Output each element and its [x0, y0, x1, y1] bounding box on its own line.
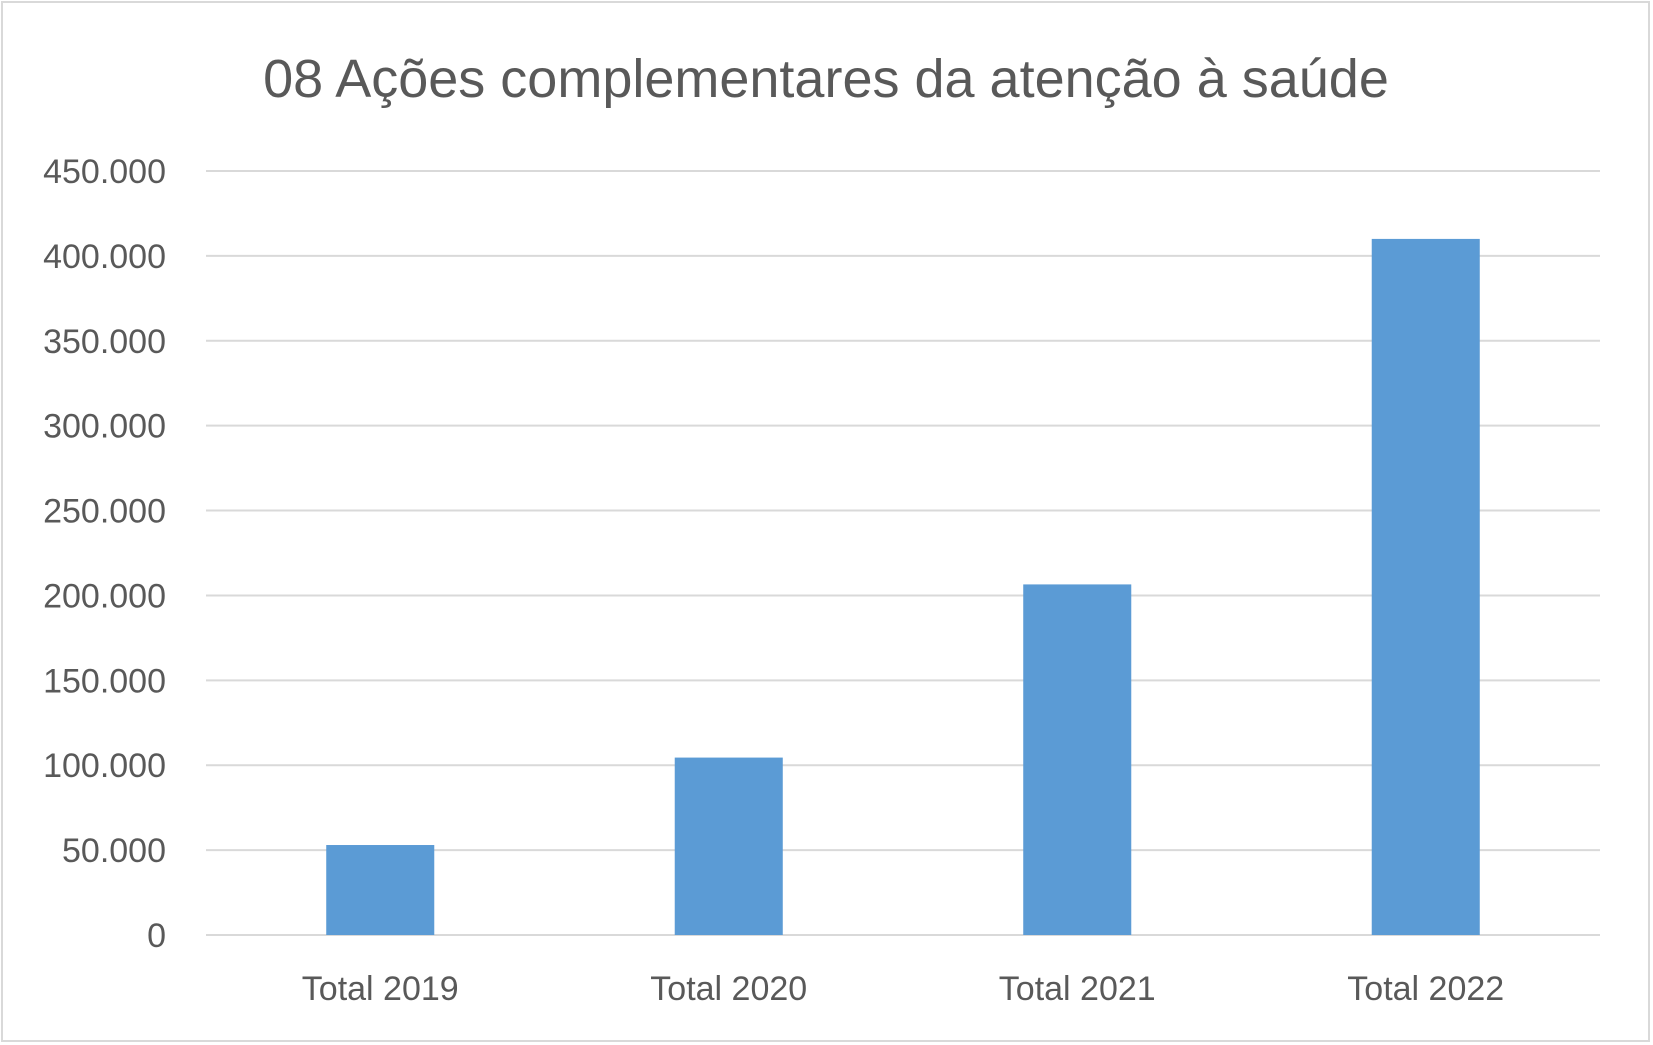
x-tick-label: Total 2022	[1347, 970, 1504, 1008]
bars	[326, 238, 1480, 935]
bar-total-2022	[1371, 238, 1480, 935]
x-tick-label: Total 2021	[999, 970, 1156, 1008]
y-tick-label: 0	[147, 917, 166, 955]
y-tick-label: 100.000	[43, 747, 166, 785]
y-tick-label: 350.000	[43, 323, 166, 361]
bar-total-2021	[1023, 584, 1132, 935]
y-tick-label: 400.000	[43, 238, 166, 276]
x-tick-label: Total 2019	[302, 970, 459, 1008]
y-axis-tick-labels: 0 50.000 100.000 150.000 200.000 250.000 300.0…	[43, 153, 166, 955]
y-tick-label: 150.000	[43, 662, 166, 700]
x-axis-tick-labels: Total 2019 Total 2020 Total 2021 Total 2022	[302, 970, 1504, 1008]
x-tick-label: Total 2020	[650, 970, 807, 1008]
bar-total-2019	[326, 845, 435, 935]
y-tick-label: 50.000	[62, 832, 166, 870]
gridlines	[206, 170, 1600, 936]
bar-total-2020	[674, 757, 783, 935]
chart-title: 08 Ações complementares da atenção à saú…	[263, 49, 1389, 109]
y-tick-label: 200.000	[43, 577, 166, 615]
y-tick-label: 450.000	[43, 153, 166, 191]
y-tick-label: 250.000	[43, 493, 166, 531]
y-tick-label: 300.000	[43, 408, 166, 446]
